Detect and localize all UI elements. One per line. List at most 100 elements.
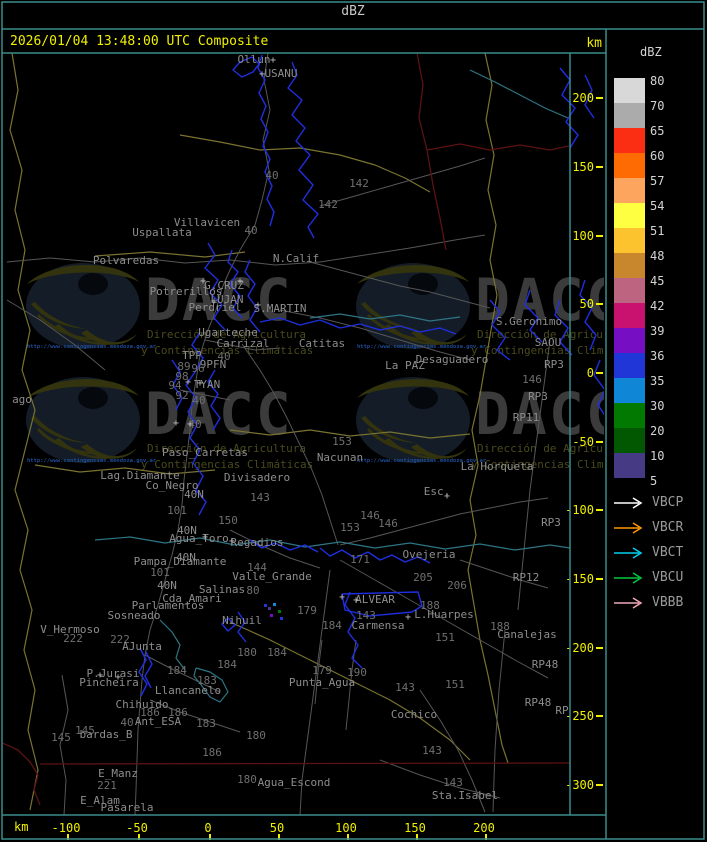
place-label: Salinas (199, 583, 245, 596)
route-number-label: 180 (246, 729, 266, 742)
y-axis-tick-label: 0 (587, 366, 594, 380)
place-label: 40N (176, 551, 196, 564)
place-label: Esc. (424, 485, 451, 498)
river-line (249, 539, 319, 553)
route-number-label: 186 (202, 746, 222, 759)
river-line (524, 289, 543, 343)
place-label: Paso_Carretas (162, 446, 248, 459)
river-line (287, 61, 319, 239)
route-number-label: 171 (350, 553, 370, 566)
route-number-label: 184 (167, 664, 187, 677)
road-line (279, 309, 471, 361)
province-boundary-line (94, 251, 246, 258)
road-line (204, 339, 281, 351)
place-label: S.MARTIN (254, 302, 307, 315)
river-line (579, 279, 597, 351)
place-label: AJunta (122, 640, 162, 653)
route-number-label: 205 (413, 571, 433, 584)
town-marker-icon: + (270, 55, 276, 66)
x-axis-tick-label: 0 (204, 821, 211, 835)
y-axis-tick-label: -150 (565, 572, 594, 586)
watermark-url: http://www.contingencias.mendoza.gov.ar (27, 344, 157, 350)
river-line-secondary (309, 313, 461, 322)
watermark-line1: Dirección de Agricultura (477, 442, 636, 455)
road-line (309, 261, 491, 309)
radar-echo (273, 603, 276, 606)
place-label: LUJAN (210, 293, 243, 306)
route-number-label: 184 (267, 646, 287, 659)
place-label: ALVEAR (355, 593, 395, 606)
place-label: Agua_Toro (169, 532, 229, 545)
town-marker-icon: + (200, 276, 206, 287)
road-line (6, 234, 486, 266)
place-label: Parlamentos (132, 599, 205, 612)
road-line (229, 529, 321, 569)
place-label: G.CRUZ (204, 279, 244, 292)
y-axis-tick-label: -300 (565, 778, 594, 792)
place-label: Cda_Amari (162, 592, 222, 605)
route-number-label: 222 (63, 632, 83, 645)
river-line (204, 242, 226, 331)
x-axis-tick-label: -100 (52, 821, 81, 835)
route-number-label: 142 (318, 198, 338, 211)
y-axis-tick-label: 150 (572, 160, 594, 174)
place-label: RP3 (544, 358, 564, 371)
route-number-label: 143 (250, 491, 270, 504)
state-border-line (426, 143, 570, 151)
road-line (339, 497, 549, 546)
road-line (6, 299, 106, 371)
river-line-secondary (94, 536, 571, 551)
y-axis-tick-label: -100 (565, 503, 594, 517)
route-number-label: 153 (332, 435, 352, 448)
x-axis-tick-label: 100 (335, 821, 357, 835)
route-number-label: 40 (265, 169, 278, 182)
river-line-secondary (159, 619, 186, 671)
place-label: Villavicen (174, 216, 240, 229)
river-line (207, 369, 221, 431)
radar-echo (278, 610, 281, 613)
place-label: Pampa_Diamante (134, 555, 227, 568)
place-label: Valle_Grande (232, 570, 311, 583)
river-line (257, 54, 275, 227)
place-label: Ollun (237, 53, 270, 66)
place-label: La PAZ (385, 359, 425, 372)
place-label: P.Jurasi (87, 667, 140, 680)
place-label: Punta_Agua (289, 676, 355, 689)
place-label: Potrerillos (150, 285, 223, 298)
place-label: ago (12, 393, 32, 406)
state-border-line (3, 742, 41, 806)
route-number-label: 179 (312, 664, 332, 677)
route-number-label: 40 (120, 716, 133, 729)
place-label: RP (555, 704, 569, 717)
place-label: Polvaredas (93, 254, 159, 267)
place-label: 40N (184, 488, 204, 501)
route-number-label: 221 (97, 779, 117, 792)
road-line (492, 629, 506, 813)
route-number-label: 143 (395, 681, 415, 694)
route-number-label: 80 (246, 584, 259, 597)
town-marker-icon: + (197, 378, 203, 389)
x-axis-unit-label: km (14, 820, 28, 834)
place-label: Lag.Diamante (100, 469, 179, 482)
place-label: L.Huarpes (414, 608, 474, 621)
town-marker-icon: + (237, 276, 243, 287)
town-marker-icon: + (97, 670, 103, 681)
river-line (227, 249, 243, 319)
route-number-label: 143 (443, 776, 463, 789)
place-label: Nihuil (222, 614, 262, 627)
place-label: Llancanelo (155, 684, 221, 697)
y-axis-tick-label: 100 (572, 229, 594, 243)
route-number-label: 179 (297, 604, 317, 617)
route-number-label: 222 (110, 633, 130, 646)
road-line (339, 559, 549, 679)
radar-echo (280, 617, 283, 620)
place-label: Desaguadero (416, 353, 489, 366)
place-label: La Horqueta (461, 460, 534, 473)
route-number-label: 89 (177, 360, 190, 373)
place-label: E_Alam (80, 794, 120, 807)
town-marker-icon: + (405, 612, 411, 623)
